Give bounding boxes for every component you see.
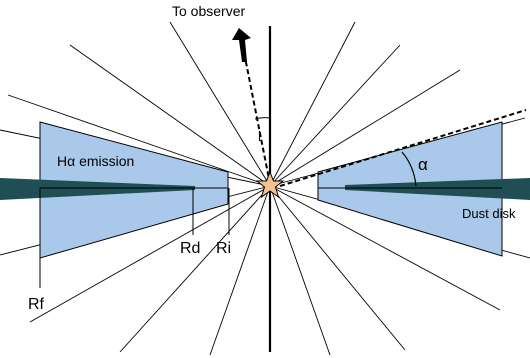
alpha-arc	[401, 151, 417, 187]
ray	[269, 185, 501, 311]
ray	[269, 185, 406, 351]
alpha-label: α	[418, 155, 428, 174]
ray	[7, 94, 271, 187]
ray	[69, 44, 271, 187]
ray	[119, 185, 271, 353]
ray	[269, 185, 331, 356]
inclination-arc	[254, 117, 271, 120]
dust-disk-label: Dust disk	[462, 206, 516, 221]
ray	[209, 185, 271, 356]
observer-direction-line	[241, 41, 271, 185]
ray	[169, 21, 271, 187]
alpha-dashed-line	[279, 109, 527, 187]
ray	[29, 185, 271, 323]
ray	[269, 69, 461, 187]
rd-label: Rd	[180, 240, 200, 257]
rf-label: Rf	[28, 296, 45, 313]
to-observer-label: To observer	[172, 3, 245, 19]
ray	[269, 44, 401, 187]
h-alpha-emission-label: Hα emission	[57, 153, 134, 169]
inclination-label: i	[258, 128, 261, 144]
dust-disk-right	[345, 178, 530, 200]
observer-arrowhead-icon	[232, 28, 251, 62]
dust-disk-left	[0, 178, 195, 200]
ri-label: Ri	[216, 240, 231, 257]
ray	[269, 21, 356, 187]
star-icon	[255, 170, 285, 199]
